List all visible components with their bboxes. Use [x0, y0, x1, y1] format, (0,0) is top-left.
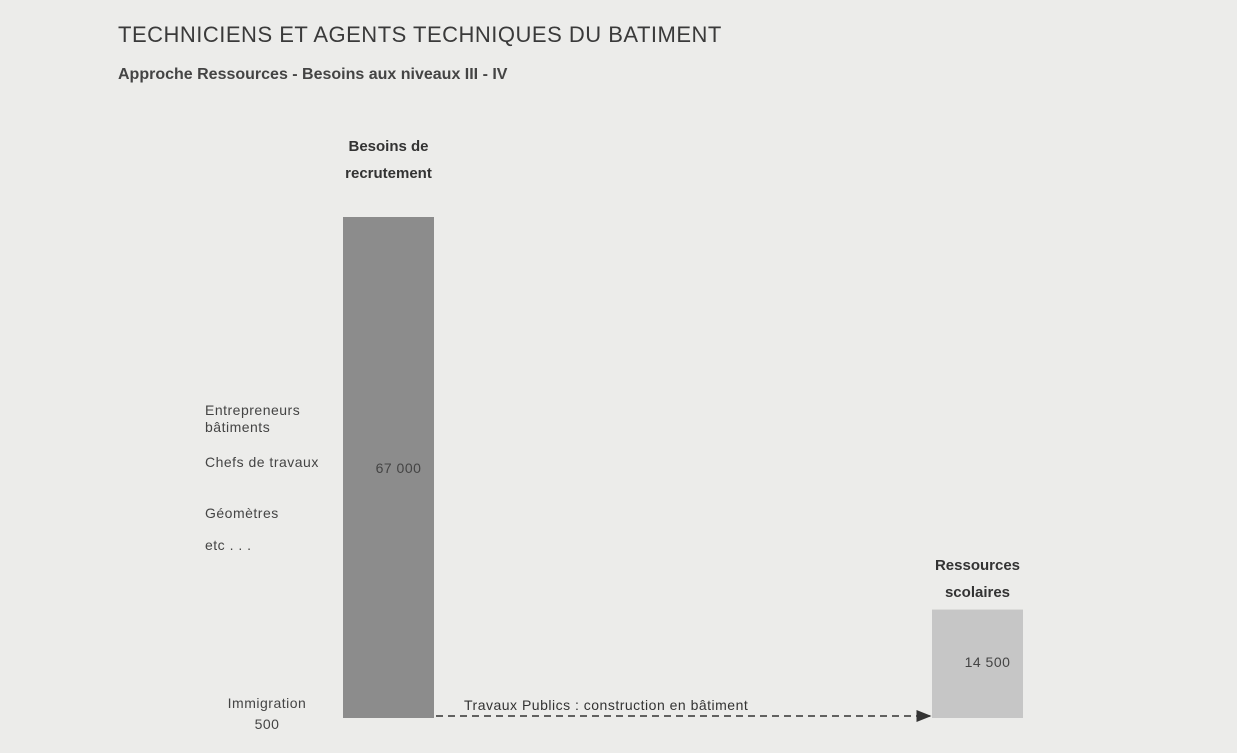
bar: [932, 609, 1023, 718]
side-label: etc . . .: [205, 537, 252, 553]
segment-value: 500: [254, 716, 280, 732]
category-label: Besoins de recrutement: [345, 138, 432, 182]
bar: [343, 217, 434, 718]
segment-name: Immigration: [227, 695, 307, 711]
arrow-label: Travaux Publics : construction en bâtime…: [464, 697, 749, 713]
chart-subtitle: Approche Ressources - Besoins aux niveau…: [118, 66, 508, 83]
value-label: 67 000: [375, 459, 422, 476]
side-label: Chefs de travaux: [205, 454, 319, 470]
chart-title: TECHNICIENS ET AGENTS TECHNIQUES DU BATI…: [118, 22, 722, 47]
side-label: Entrepreneurs bâtiments: [205, 402, 301, 435]
value-label: 14 500: [964, 653, 1011, 670]
side-label: Géomètres: [205, 505, 279, 521]
category-label: Ressources scolaires: [934, 556, 1021, 601]
